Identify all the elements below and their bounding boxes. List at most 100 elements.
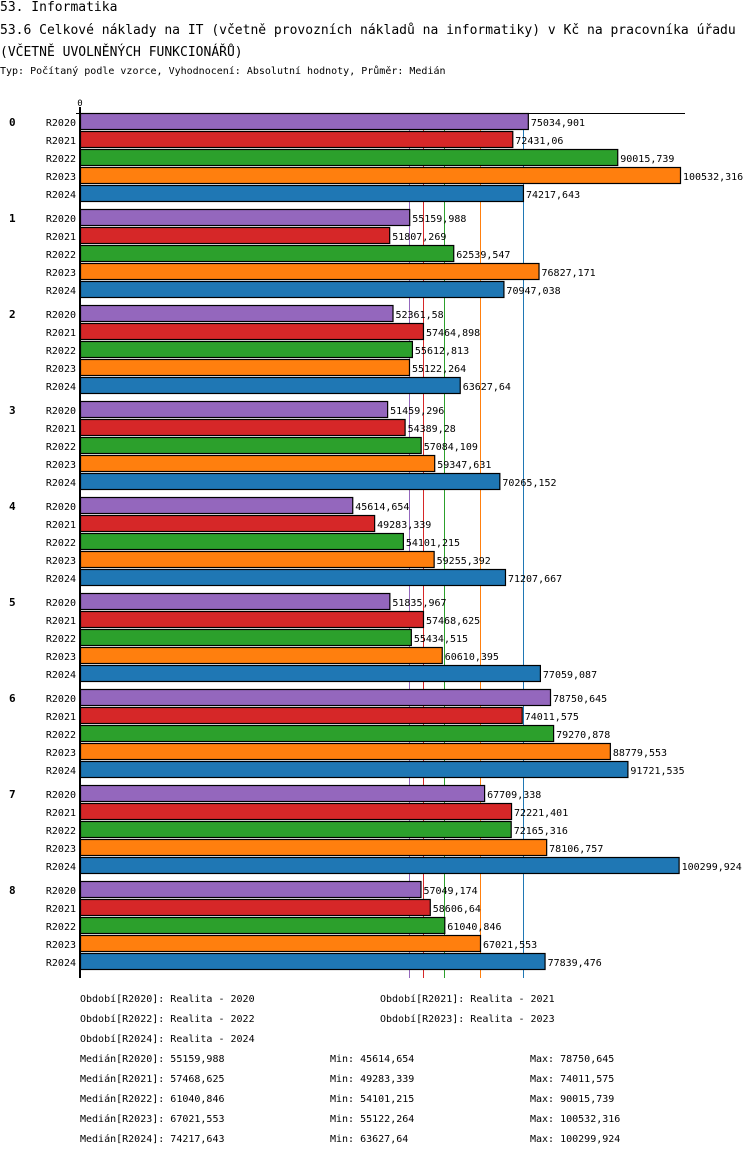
series-label: R2021: [46, 328, 76, 339]
chart-title: 53.6 Celkové náklady na IT (včetně provo…: [0, 23, 736, 60]
stat-max: Max: 90015,739: [530, 1094, 615, 1105]
series-label: R2021: [46, 808, 76, 819]
series-label: R2021: [46, 424, 76, 435]
legend-period-r2020: Období[R2020]: Realita - 2020: [80, 994, 255, 1005]
bar-r2021: [79, 418, 406, 437]
stat-min: Min: 63627,64: [330, 1134, 409, 1145]
value-label: 70947,038: [506, 286, 560, 297]
series-label: R2022: [46, 250, 76, 261]
series-label: R2022: [46, 154, 76, 165]
bar-r2022: [79, 532, 404, 551]
bar-r2021: [79, 610, 425, 629]
value-label: 62539,547: [456, 250, 510, 261]
series-label: R2021: [46, 232, 76, 243]
bar-r2021: [79, 514, 376, 533]
series-label: R2024: [46, 958, 76, 969]
chart-subtitle: Typ: Počítaný podle vzorce, Vyhodnocení:…: [0, 66, 446, 77]
series-label: R2024: [46, 862, 76, 873]
value-label: 78106,757: [549, 844, 603, 855]
bar-r2023: [79, 358, 411, 377]
stat-median: Medián[R2021]: 57468,625: [80, 1074, 225, 1085]
value-label: 100532,316: [683, 172, 743, 183]
value-label: 67709,338: [487, 790, 541, 801]
value-label: 54101,215: [406, 538, 460, 549]
bar-r2023: [79, 262, 540, 281]
value-label: 45614,654: [355, 502, 409, 513]
stat-min: Min: 49283,339: [330, 1074, 415, 1085]
value-label: 59347,631: [437, 460, 491, 471]
group-label: 1: [9, 212, 16, 225]
bar-r2020: [79, 592, 391, 611]
x-tick-label: 0: [77, 99, 82, 109]
bar-r2024: [79, 376, 461, 395]
group-label: 3: [9, 404, 16, 417]
bar-r2022: [79, 148, 619, 167]
value-label: 61040,846: [447, 922, 501, 933]
value-label: 74011,575: [525, 712, 579, 723]
bar-r2022: [79, 340, 414, 359]
series-label: R2020: [46, 502, 76, 513]
series-label: R2024: [46, 190, 76, 201]
bar-r2024: [79, 856, 680, 875]
bar-r2022: [79, 628, 412, 647]
value-label: 63627,64: [463, 382, 511, 393]
value-label: 78750,645: [553, 694, 607, 705]
section-heading: 53. Informatika: [0, 0, 118, 15]
legend-period-r2021: Období[R2021]: Realita - 2021: [380, 994, 555, 1005]
bar-r2022: [79, 244, 455, 263]
bar-r2022: [79, 820, 512, 839]
stat-max: Max: 74011,575: [530, 1074, 615, 1085]
bar-r2021: [79, 898, 431, 917]
stat-min: Min: 54101,215: [330, 1094, 415, 1105]
value-label: 55612,813: [415, 346, 469, 357]
legend-period-r2024: Období[R2024]: Realita - 2024: [80, 1034, 255, 1045]
bar-r2021: [79, 322, 425, 341]
value-label: 57049,174: [423, 886, 477, 897]
value-label: 54389,28: [408, 424, 456, 435]
series-label: R2023: [46, 172, 76, 183]
series-label: R2020: [46, 310, 76, 321]
stat-median: Medián[R2022]: 61040,846: [80, 1094, 225, 1105]
series-label: R2024: [46, 574, 76, 585]
bar-r2020: [79, 400, 389, 419]
series-label: R2020: [46, 886, 76, 897]
value-label: 57468,625: [426, 616, 480, 627]
value-label: 51459,296: [390, 406, 444, 417]
value-label: 72165,316: [514, 826, 568, 837]
series-label: R2020: [46, 694, 76, 705]
value-label: 59255,392: [437, 556, 491, 567]
legend-period-r2022: Období[R2022]: Realita - 2022: [80, 1014, 255, 1025]
legend-period-r2023: Období[R2023]: Realita - 2023: [380, 1014, 555, 1025]
value-label: 55122,264: [412, 364, 466, 375]
bar-r2020: [79, 688, 552, 707]
series-label: R2021: [46, 520, 76, 531]
series-label: R2023: [46, 652, 76, 663]
bar-r2020: [79, 496, 354, 515]
value-label: 55159,988: [412, 214, 466, 225]
bar-r2023: [79, 646, 443, 665]
bar-r2020: [79, 784, 486, 803]
bar-r2023: [79, 550, 435, 569]
bar-r2021: [79, 226, 391, 245]
value-label: 88779,553: [613, 748, 667, 759]
value-label: 71207,667: [508, 574, 562, 585]
series-label: R2024: [46, 382, 76, 393]
series-label: R2023: [46, 940, 76, 951]
value-label: 57464,898: [426, 328, 480, 339]
value-label: 74217,643: [526, 190, 580, 201]
stat-median: Medián[R2020]: 55159,988: [80, 1054, 225, 1065]
series-label: R2022: [46, 922, 76, 933]
value-label: 60610,395: [445, 652, 499, 663]
group-label: 0: [9, 116, 16, 129]
stat-max: Max: 78750,645: [530, 1054, 615, 1065]
series-label: R2020: [46, 790, 76, 801]
series-label: R2024: [46, 766, 76, 777]
value-label: 91721,535: [630, 766, 684, 777]
series-label: R2024: [46, 670, 76, 681]
value-label: 70265,152: [502, 478, 556, 489]
bar-r2020: [79, 112, 529, 131]
bar-r2022: [79, 436, 422, 455]
group-label: 2: [9, 308, 16, 321]
group-label: 7: [9, 788, 16, 801]
group-label: 4: [9, 500, 16, 513]
